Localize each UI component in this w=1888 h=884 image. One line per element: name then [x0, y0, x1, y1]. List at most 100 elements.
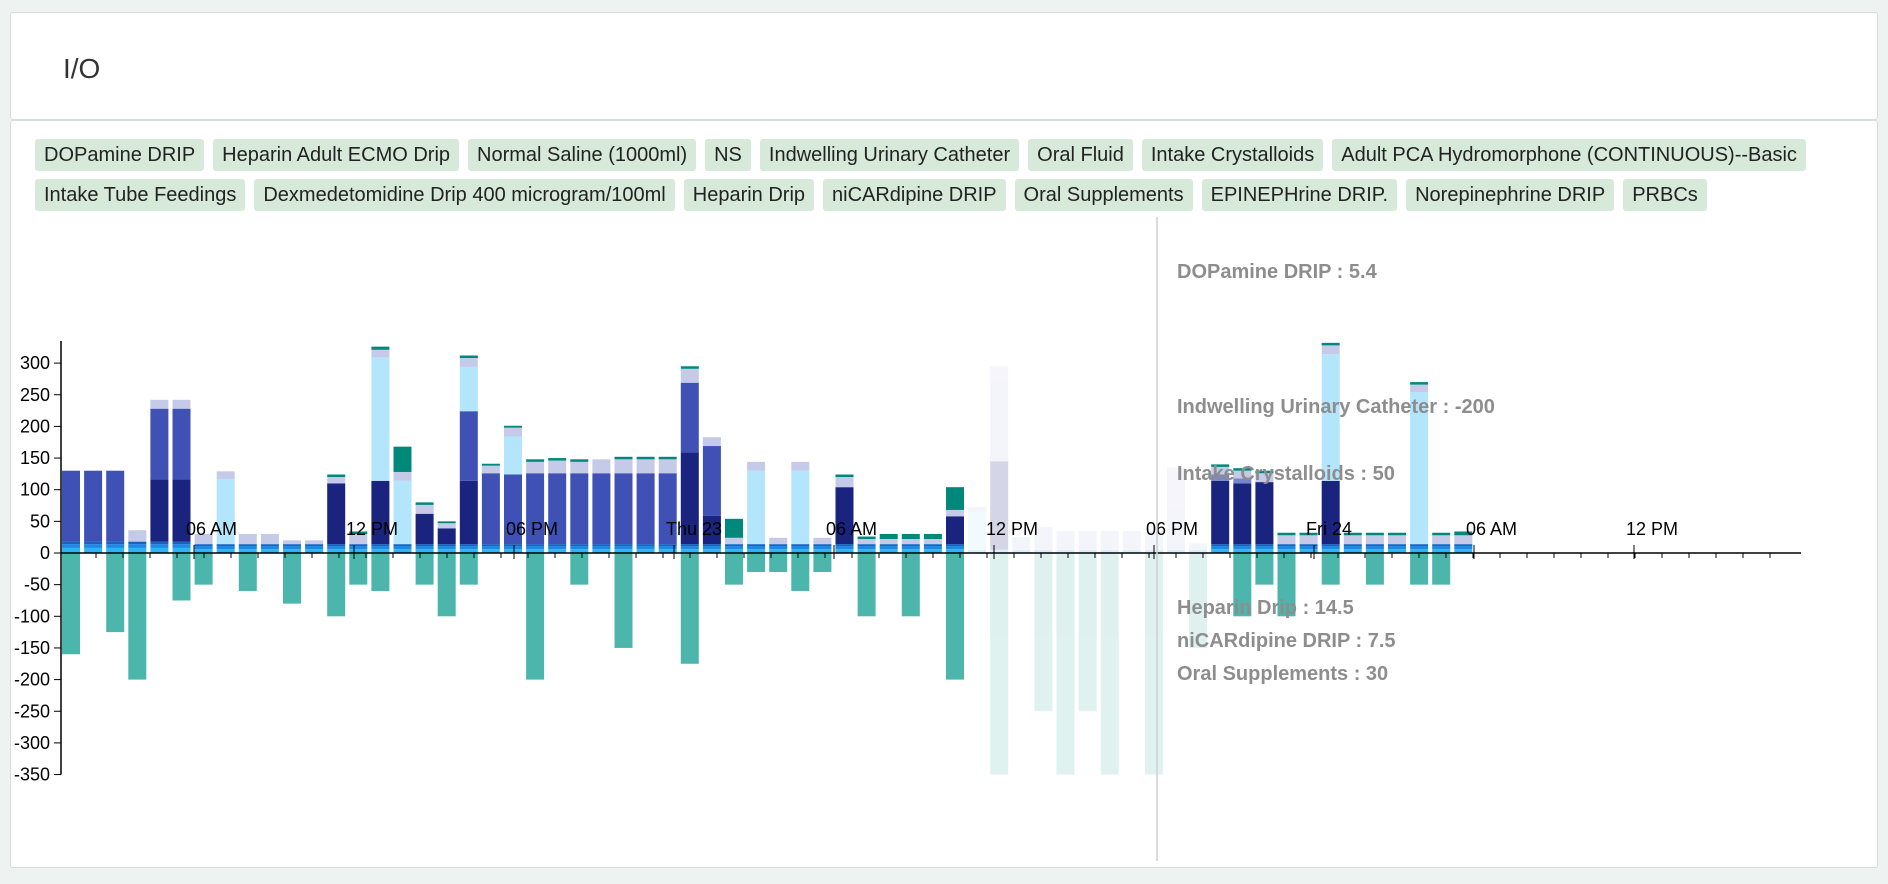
- bar-segment-base3: [702, 544, 721, 547]
- bar-segment-lb: [968, 511, 987, 550]
- bar-column[interactable]: [327, 474, 346, 617]
- legend-tag[interactable]: Normal Saline (1000ml): [468, 139, 697, 171]
- legend-tag[interactable]: Norepinephrine DRIP: [1406, 179, 1615, 211]
- bar-column[interactable]: [172, 399, 191, 601]
- bar-column[interactable]: [1343, 532, 1362, 553]
- bar-segment-base2: [349, 546, 368, 550]
- bar-column[interactable]: [393, 446, 412, 553]
- bar-column[interactable]: [62, 470, 80, 655]
- bar-column[interactable]: [106, 470, 125, 633]
- bar-column[interactable]: [1277, 532, 1296, 617]
- bar-column[interactable]: [1454, 531, 1473, 553]
- bar-column[interactable]: [636, 456, 655, 553]
- bar-segment-base2: [371, 546, 390, 550]
- bar-column[interactable]: [923, 534, 942, 553]
- bar-column[interactable]: [835, 474, 854, 553]
- bar-column[interactable]: [459, 355, 478, 585]
- bar-segment-tealc: [1365, 532, 1384, 536]
- bar-column[interactable]: [747, 461, 766, 572]
- legend-tag[interactable]: Intake Tube Feedings: [35, 179, 246, 211]
- bar-column[interactable]: [1255, 470, 1274, 585]
- bar-column[interactable]: [548, 458, 567, 553]
- bar-column[interactable]: [769, 537, 788, 572]
- legend-tag[interactable]: Adult PCA Hydromorphone (CONTINUOUS)--Ba…: [1332, 139, 1806, 171]
- legend-tag[interactable]: Heparin Drip: [683, 179, 815, 211]
- bar-column[interactable]: [481, 463, 500, 553]
- bar-column[interactable]: [1211, 464, 1230, 553]
- bar-column[interactable]: [1321, 342, 1340, 585]
- bar-column[interactable]: [238, 534, 257, 591]
- bar-column[interactable]: [1299, 532, 1318, 553]
- bar-column[interactable]: [680, 366, 699, 664]
- bar-column[interactable]: [570, 459, 589, 585]
- bar-column[interactable]: [194, 534, 213, 585]
- output-bar: [1365, 553, 1384, 585]
- legend-tag[interactable]: Dexmedetomidine Drip 400 microgram/100ml: [254, 179, 675, 211]
- bar-column[interactable]: [614, 456, 633, 648]
- legend-tag[interactable]: Oral Supplements: [1014, 179, 1193, 211]
- bar-column[interactable]: [1189, 543, 1208, 648]
- bar-column[interactable]: [1233, 468, 1252, 617]
- legend-tag[interactable]: Heparin Adult ECMO Drip: [213, 139, 460, 171]
- legend-tag[interactable]: Intake Crystalloids: [1141, 139, 1324, 171]
- bar-segment-tealc: [1277, 532, 1296, 536]
- bar-segment-base: [305, 549, 324, 553]
- bar-segment-base3: [62, 541, 80, 545]
- bar-column[interactable]: [437, 521, 456, 617]
- bar-column[interactable]: [968, 506, 987, 553]
- bar-column[interactable]: [150, 399, 169, 553]
- bar-column[interactable]: [84, 470, 103, 553]
- bar-column[interactable]: [990, 366, 1009, 775]
- bar-column[interactable]: [1410, 382, 1429, 585]
- bar-column[interactable]: [260, 534, 279, 553]
- bar-segment-base3: [1432, 544, 1451, 547]
- legend-tag[interactable]: Indwelling Urinary Catheter: [759, 139, 1020, 171]
- legend-tag[interactable]: Oral Fluid: [1028, 139, 1133, 171]
- bar-segment-base3: [238, 544, 257, 547]
- bar-column[interactable]: [1100, 530, 1119, 775]
- bar-column[interactable]: [526, 459, 545, 680]
- bar-column[interactable]: [1122, 530, 1141, 553]
- bar-column[interactable]: [1056, 530, 1075, 775]
- bar-column[interactable]: [1388, 532, 1406, 553]
- legend-tag[interactable]: EPINEPHrine DRIP.: [1201, 179, 1398, 211]
- bar-column[interactable]: [725, 518, 743, 585]
- legend-tag[interactable]: NS: [705, 139, 751, 171]
- bar-column[interactable]: [1432, 532, 1451, 585]
- bar-column[interactable]: [592, 459, 611, 553]
- bar-column[interactable]: [813, 537, 832, 572]
- bar-column[interactable]: [1167, 467, 1185, 553]
- bar-column[interactable]: [791, 461, 810, 591]
- bar-column[interactable]: [504, 425, 522, 553]
- bar-segment-ind: [614, 473, 633, 545]
- bar-segment-dark: [1255, 482, 1274, 545]
- bar-column[interactable]: [349, 531, 368, 585]
- bar-column[interactable]: [901, 534, 920, 617]
- bar-column[interactable]: [1365, 532, 1384, 585]
- bar-column[interactable]: [371, 346, 390, 591]
- bar-column[interactable]: [305, 540, 324, 553]
- bar-column[interactable]: [283, 540, 301, 604]
- bar-column[interactable]: [702, 437, 721, 553]
- bar-column[interactable]: [1144, 530, 1163, 775]
- io-chart: 300 250 200 150 100 50 0 -50 -100 -150 -200 -250 -30…: [14, 217, 1801, 861]
- output-bar: [1144, 553, 1163, 775]
- bar-column[interactable]: [946, 487, 964, 680]
- legend-tag[interactable]: DOPamine DRIP: [35, 139, 205, 171]
- legend-tag[interactable]: PRBCs: [1623, 179, 1707, 211]
- bar-column[interactable]: [658, 456, 677, 553]
- bar-column[interactable]: [216, 471, 235, 553]
- bar-column[interactable]: [1034, 527, 1053, 712]
- bar-column[interactable]: [1012, 537, 1031, 553]
- bar-column[interactable]: [415, 502, 434, 585]
- bar-segment-pale: [305, 540, 324, 545]
- bar-column[interactable]: [857, 536, 876, 617]
- bar-column[interactable]: [128, 530, 147, 680]
- bar-segment-base: [614, 549, 633, 553]
- bar-segment-lav: [1233, 478, 1252, 484]
- bar-segment-base: [857, 549, 876, 553]
- output-bar: [349, 553, 368, 585]
- legend-tag[interactable]: niCARdipine DRIP: [823, 179, 1006, 211]
- bar-column[interactable]: [1078, 530, 1097, 712]
- bar-column[interactable]: [879, 534, 898, 553]
